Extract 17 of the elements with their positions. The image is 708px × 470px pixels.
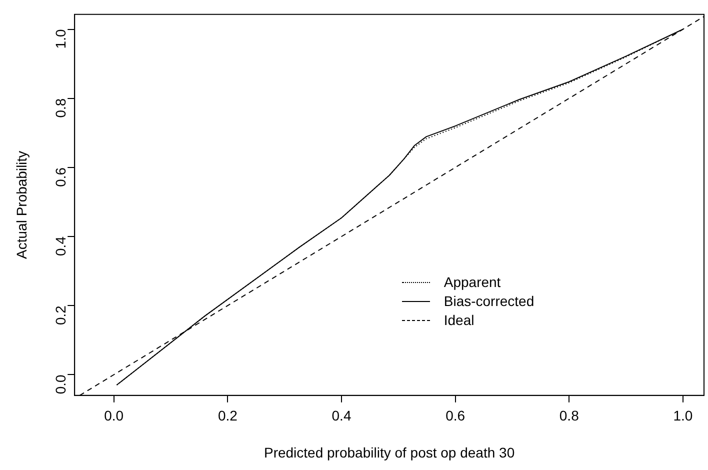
- y-tick-label: 0.0: [52, 374, 68, 394]
- x-tick-label: 0.6: [446, 408, 466, 424]
- x-tick-label: 1.0: [673, 408, 693, 424]
- y-tick-label: 1.0: [52, 29, 68, 49]
- y-tick-label: 0.2: [52, 305, 68, 326]
- x-tick-label: 0.0: [104, 408, 124, 424]
- legend-label: Ideal: [444, 311, 474, 330]
- x-tick-label: 0.8: [559, 408, 580, 424]
- y-tick-label: 0.6: [52, 167, 68, 187]
- legend-label: Bias-corrected: [444, 292, 534, 312]
- legend-label: Apparent: [444, 273, 501, 292]
- y-axis-title: Actual Probability: [13, 150, 30, 259]
- x-tick-label: 0.2: [218, 408, 238, 424]
- y-tick-label: 0.8: [52, 98, 68, 118]
- x-axis-title: Predicted probability of post op death 30: [264, 444, 515, 460]
- y-tick-label: 0.4: [52, 236, 68, 256]
- x-tick-label: 0.4: [332, 408, 352, 424]
